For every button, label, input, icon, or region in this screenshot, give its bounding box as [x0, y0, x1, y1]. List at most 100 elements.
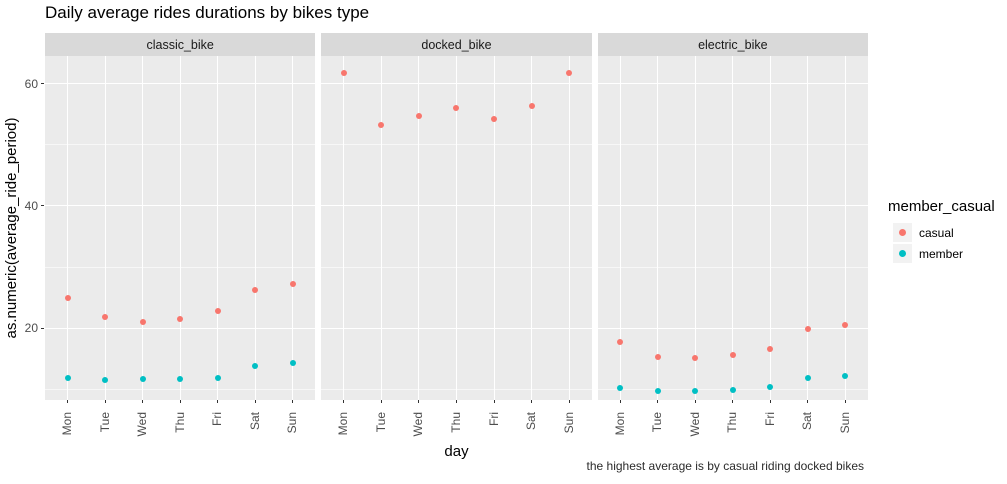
data-point-member [654, 388, 661, 395]
major-gridline-Tue [657, 56, 659, 400]
major-gridline-Sun [568, 56, 570, 400]
data-point-casual [139, 318, 146, 325]
x-axis-tick [254, 400, 256, 403]
x-axis-tick [292, 400, 294, 403]
x-tick-label-Thu: Thu [448, 412, 463, 433]
legend-dot-member [899, 250, 906, 257]
facet-strip-label: classic_bike [146, 37, 214, 52]
x-tick-label-Fri: Fri [762, 412, 777, 426]
facet-strip: docked_bike [321, 33, 592, 56]
panel-classic_bike [45, 56, 316, 400]
x-axis-tick [694, 400, 696, 403]
x-axis-tick [142, 400, 144, 403]
data-point-casual [566, 70, 573, 77]
data-point-casual [617, 338, 624, 345]
x-axis-tick [844, 400, 846, 403]
y-axis-tick [41, 205, 44, 207]
data-point-casual [842, 322, 849, 329]
data-point-member [252, 363, 259, 370]
x-axis-tick [657, 400, 659, 403]
major-gridline-Sat [807, 56, 809, 400]
x-axis-tick [217, 400, 219, 403]
data-point-member [214, 374, 221, 381]
legend-label: member [919, 246, 964, 261]
legend-items: casual member [886, 223, 995, 263]
x-tick-label-Tue: Tue [373, 412, 388, 433]
facet-electric_bike: electric_bike Mon Tue Wed Thu Fri Sat Sun [597, 33, 868, 443]
legend-label: casual [919, 225, 954, 240]
major-gridline-Thu [732, 56, 734, 400]
legend-dot-casual [899, 229, 906, 236]
legend: member_casual casual member [886, 198, 995, 263]
caption: the highest average is by casual riding … [586, 459, 865, 473]
data-point-member [767, 384, 774, 391]
x-tick-label-Fri: Fri [210, 412, 225, 426]
data-point-member [64, 374, 71, 381]
x-axis-tick [493, 400, 495, 403]
data-point-casual [692, 355, 699, 362]
major-gridline-Tue [380, 56, 382, 400]
y-tick-label-60: 60 [24, 76, 38, 91]
facet-classic_bike: classic_bike Mon Tue Wed Thu Fri Sat Sun [45, 33, 316, 443]
major-gridline-Sun [844, 56, 846, 400]
x-tick-label-Sat: Sat [800, 412, 815, 431]
data-point-casual [340, 70, 347, 77]
data-point-casual [491, 116, 498, 123]
x-tick-label-Sun: Sun [561, 412, 576, 434]
x-axis-tick [619, 400, 621, 403]
x-axis-tick [531, 400, 533, 403]
facet-strip: classic_bike [45, 33, 316, 56]
data-point-member [617, 385, 624, 392]
data-point-casual [654, 354, 661, 361]
major-gridline-Mon [343, 56, 345, 400]
data-point-member [692, 387, 699, 394]
x-axis-tick [343, 400, 345, 403]
x-tick-label-Sat: Sat [247, 412, 262, 431]
data-point-member [177, 375, 184, 382]
major-gridline-Mon [67, 56, 69, 400]
x-axis-tick [807, 400, 809, 403]
major-gridline-Wed [694, 56, 696, 400]
data-point-member [139, 376, 146, 383]
facet-panels: classic_bike Mon Tue Wed Thu Fri Sat Sun docked_… [45, 33, 868, 484]
major-gridline-Thu [455, 56, 457, 400]
data-point-member [729, 386, 736, 393]
x-tick-label-Mon: Mon [336, 412, 351, 436]
data-point-casual [415, 112, 422, 119]
x-axis-tick [179, 400, 181, 403]
x-tick-label-Tue: Tue [650, 412, 665, 433]
facet-strip-label: docked_bike [421, 37, 492, 52]
data-point-casual [102, 314, 109, 321]
x-tick-label-Fri: Fri [486, 412, 501, 426]
x-tick-label-Tue: Tue [97, 412, 112, 433]
y-axis-tick [41, 327, 44, 329]
x-tick-label-Sun: Sun [837, 412, 852, 434]
panel-electric_bike [597, 56, 868, 400]
x-axis-tick [568, 400, 570, 403]
major-gridline-Wed [418, 56, 420, 400]
data-point-member [842, 373, 849, 380]
data-point-member [102, 377, 109, 384]
major-gridline-Sat [531, 56, 533, 400]
x-tick-label-Wed: Wed [135, 412, 150, 437]
major-gridline-Tue [104, 56, 106, 400]
legend-title: member_casual [888, 198, 995, 215]
data-point-casual [729, 352, 736, 359]
legend-key [893, 223, 912, 242]
legend-item-casual: casual [893, 223, 995, 242]
legend-key [893, 244, 912, 263]
data-point-member [804, 374, 811, 381]
x-tick-label-Mon: Mon [612, 412, 627, 436]
major-gridline-Sun [292, 56, 294, 400]
data-point-casual [252, 286, 259, 293]
data-point-member [289, 360, 296, 367]
x-tick-label-Wed: Wed [411, 412, 426, 437]
y-axis-title: as.numeric(average_ride_period) [3, 117, 20, 339]
data-point-casual [378, 122, 385, 129]
y-tick-label-40: 40 [24, 198, 38, 213]
x-axis-tick [67, 400, 69, 403]
major-gridline-Mon [619, 56, 621, 400]
facet-strip: electric_bike [597, 33, 868, 56]
data-point-casual [804, 325, 811, 332]
